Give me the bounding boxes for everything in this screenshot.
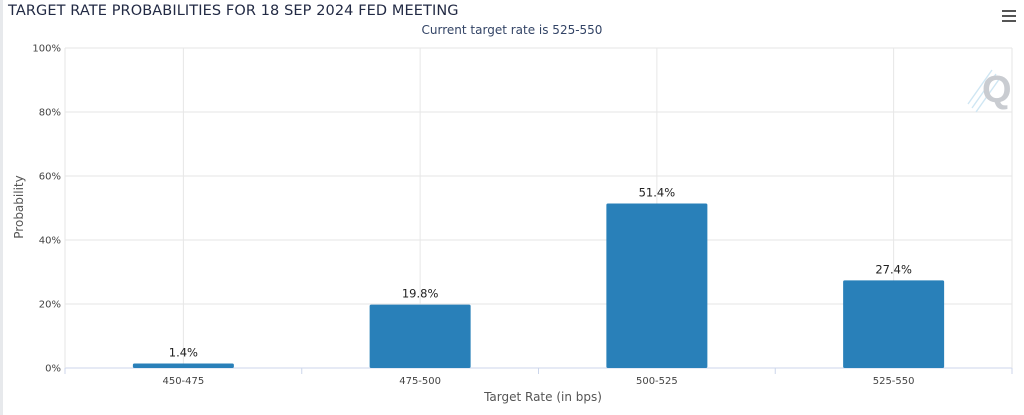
y-tick-label: 0% (45, 364, 61, 375)
hamburger-menu-icon[interactable] (999, 8, 1019, 24)
x-tick-label: 500-525 (636, 376, 678, 387)
left-frame-border (0, 0, 3, 415)
x-tick-label: 450-475 (162, 376, 204, 387)
bar-525-550[interactable] (843, 280, 945, 368)
svg-text:Q: Q (982, 69, 1012, 111)
chart-subtitle: Current target rate is 525-550 (421, 23, 603, 37)
data-label: 51.4% (639, 186, 676, 200)
data-label: 1.4% (169, 346, 198, 360)
y-tick-label: 60% (39, 172, 61, 183)
data-label: 27.4% (875, 262, 912, 276)
chart-title: TARGET RATE PROBABILITIES FOR 18 SEP 202… (8, 3, 459, 19)
y-tick-label: 40% (39, 236, 61, 247)
x-axis-title: Target Rate (in bps) (483, 390, 602, 404)
x-axis-ticks: 450-475 475-500 500-525 525-550 (64, 368, 1013, 387)
x-tick-label: 525-550 (873, 376, 915, 387)
quikstrike-q-logo-icon: Q (967, 69, 1012, 113)
bar-500-525[interactable] (606, 203, 708, 368)
y-tick-label: 100% (32, 44, 61, 55)
y-axis-ticks: 0% 20% 40% 60% 80% 100% (32, 44, 61, 375)
y-tick-label: 80% (39, 108, 61, 119)
y-axis-title: Probability (12, 175, 26, 238)
data-labels: 1.4% 19.8% 51.4% 27.4% (169, 186, 912, 360)
bars (132, 203, 945, 368)
x-tick-label: 475-500 (399, 376, 441, 387)
bar-450-475[interactable] (132, 363, 234, 368)
y-tick-label: 20% (39, 300, 61, 311)
bar-475-500[interactable] (369, 304, 471, 368)
data-label: 19.8% (402, 287, 439, 301)
